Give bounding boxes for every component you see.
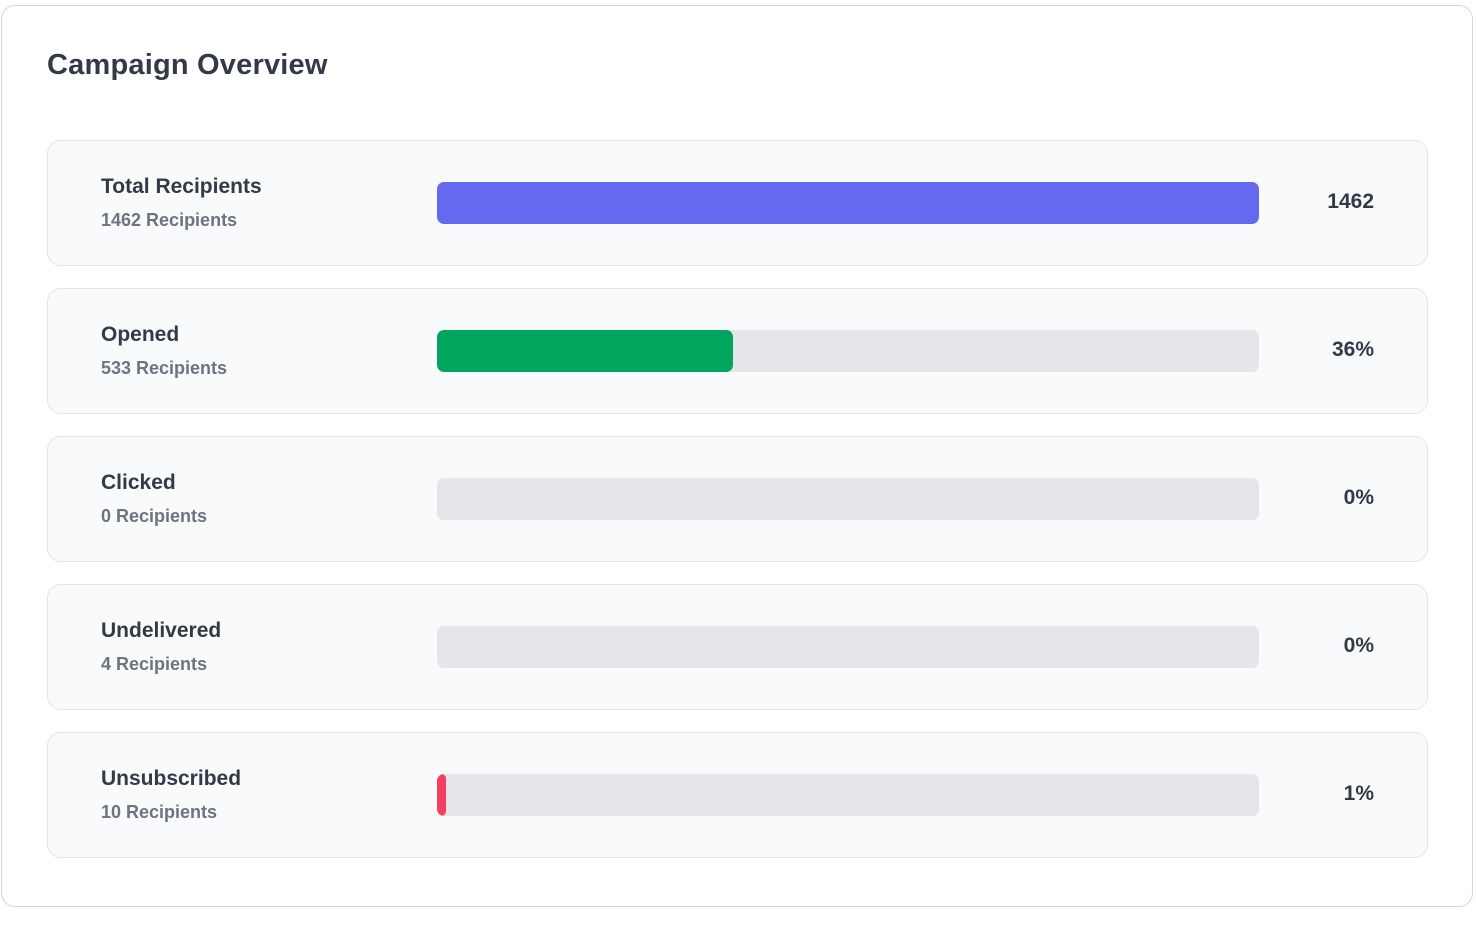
progress-track xyxy=(437,330,1259,372)
stat-label: Unsubscribed xyxy=(101,767,242,790)
stat-row-unsubscribed: Unsubscribed 10 Recipients 1% xyxy=(47,732,1428,858)
stat-label: Undelivered xyxy=(101,619,222,642)
stat-label: Clicked xyxy=(101,471,176,494)
progress-fill xyxy=(437,182,1259,224)
campaign-overview-card: Campaign Overview Total Recipients 1462 … xyxy=(1,5,1473,907)
stat-value: 0% xyxy=(1343,634,1374,657)
stat-value: 36% xyxy=(1331,338,1374,361)
progress-fill xyxy=(437,774,446,816)
stat-value: 0% xyxy=(1343,486,1374,509)
stat-recipients-count: 533 Recipients xyxy=(101,358,228,378)
progress-track xyxy=(437,478,1259,520)
stat-recipients-count: 10 Recipients xyxy=(101,802,218,822)
progress-track xyxy=(437,182,1259,224)
stat-recipients-count: 1462 Recipients xyxy=(101,210,238,230)
stats-list: Total Recipients 1462 Recipients 1462 Op… xyxy=(47,140,1428,880)
stat-value: 1462 xyxy=(1327,190,1374,213)
progress-track xyxy=(437,626,1259,668)
stat-row-clicked: Clicked 0 Recipients 0% xyxy=(47,436,1428,562)
stat-value: 1% xyxy=(1343,782,1374,805)
progress-fill xyxy=(437,330,733,372)
stat-label: Opened xyxy=(101,323,180,346)
stat-row-undelivered: Undelivered 4 Recipients 0% xyxy=(47,584,1428,710)
stat-label: Total Recipients xyxy=(101,175,262,198)
stat-recipients-count: 4 Recipients xyxy=(101,654,208,674)
stat-recipients-count: 0 Recipients xyxy=(101,506,208,526)
stat-row-total-recipients: Total Recipients 1462 Recipients 1462 xyxy=(47,140,1428,266)
progress-track xyxy=(437,774,1259,816)
stat-row-opened: Opened 533 Recipients 36% xyxy=(47,288,1428,414)
card-title: Campaign Overview xyxy=(47,49,328,81)
